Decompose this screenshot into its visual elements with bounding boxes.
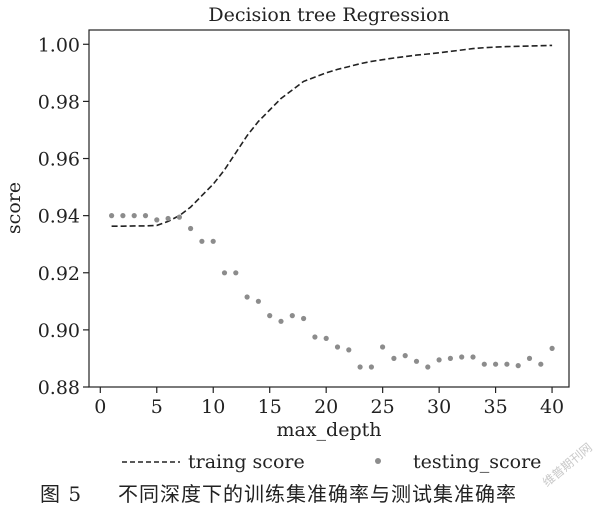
data-point xyxy=(255,298,261,304)
data-point xyxy=(447,355,453,361)
data-point xyxy=(289,313,295,319)
data-point xyxy=(493,361,499,367)
data-point xyxy=(425,364,431,370)
y-tick-label: 0.94 xyxy=(38,206,80,228)
y-tick-label: 0.92 xyxy=(38,263,80,285)
y-tick-label: 0.98 xyxy=(38,91,80,113)
data-point xyxy=(199,238,205,244)
data-point xyxy=(413,358,420,364)
series-layer xyxy=(109,44,555,370)
y-axis-title: score xyxy=(3,182,25,234)
caption-text: 不同深度下的训练集准确率与测试集准确率 xyxy=(118,482,517,506)
y-axis: 0.88 0.90 0.92 0.94 0.96 0.98 1.00 xyxy=(38,34,89,399)
x-tick-label: 25 xyxy=(371,396,395,418)
data-point xyxy=(459,354,465,360)
x-tick-label: 40 xyxy=(540,396,564,418)
plot-area-frame xyxy=(88,29,570,388)
data-point xyxy=(549,345,555,351)
x-axis-title: max_depth xyxy=(276,419,381,441)
data-point xyxy=(357,364,363,370)
data-point xyxy=(154,217,160,223)
x-tick-label: 15 xyxy=(258,396,282,418)
data-point xyxy=(334,344,341,350)
data-point xyxy=(312,334,318,340)
data-point xyxy=(481,361,487,367)
data-point xyxy=(221,270,228,276)
watermark: 维普期刊网 xyxy=(540,440,595,489)
data-point xyxy=(526,355,533,361)
legend: traing score testing_score xyxy=(122,451,541,473)
data-point xyxy=(538,361,544,367)
y-tick-label: 1.00 xyxy=(38,34,80,56)
x-tick-label: 20 xyxy=(314,396,338,418)
data-point xyxy=(210,238,216,244)
x-tick-label: 35 xyxy=(483,396,507,418)
legend-marker-testing xyxy=(375,458,381,464)
data-point xyxy=(142,213,149,219)
chart-title: Decision tree Regression xyxy=(208,4,449,26)
data-point xyxy=(244,294,250,300)
data-point xyxy=(176,214,182,220)
data-point xyxy=(515,363,521,369)
data-point xyxy=(368,364,374,370)
x-axis: 0 5 10 15 20 25 30 35 40 xyxy=(94,387,564,418)
data-point xyxy=(323,335,329,341)
series-line-0 xyxy=(111,44,553,227)
data-point xyxy=(504,361,510,367)
legend-label-training: traing score xyxy=(188,451,305,473)
x-tick-label: 5 xyxy=(151,396,163,418)
data-point xyxy=(233,270,239,276)
x-tick-label: 0 xyxy=(94,396,106,418)
data-point xyxy=(402,353,408,359)
y-tick-label: 0.88 xyxy=(38,377,80,399)
data-point xyxy=(267,313,273,319)
data-point xyxy=(131,213,137,219)
data-point xyxy=(380,344,386,350)
data-point xyxy=(470,354,476,360)
data-point xyxy=(278,318,284,324)
data-point xyxy=(436,357,442,363)
data-point xyxy=(391,355,397,361)
figure-caption: 图 5 不同深度下的训练集准确率与测试集准确率 xyxy=(40,482,517,506)
data-point xyxy=(165,215,171,222)
x-tick-label: 30 xyxy=(427,396,451,418)
data-point xyxy=(188,225,194,232)
figure-number: 图 5 xyxy=(40,482,82,506)
x-tick-label: 10 xyxy=(201,396,225,418)
data-point xyxy=(120,213,126,219)
y-tick-label: 0.90 xyxy=(38,320,80,342)
y-tick-label: 0.96 xyxy=(38,149,80,171)
data-point xyxy=(346,347,352,353)
data-point xyxy=(109,213,115,219)
legend-label-testing: testing_score xyxy=(413,451,541,473)
data-point xyxy=(301,315,307,322)
